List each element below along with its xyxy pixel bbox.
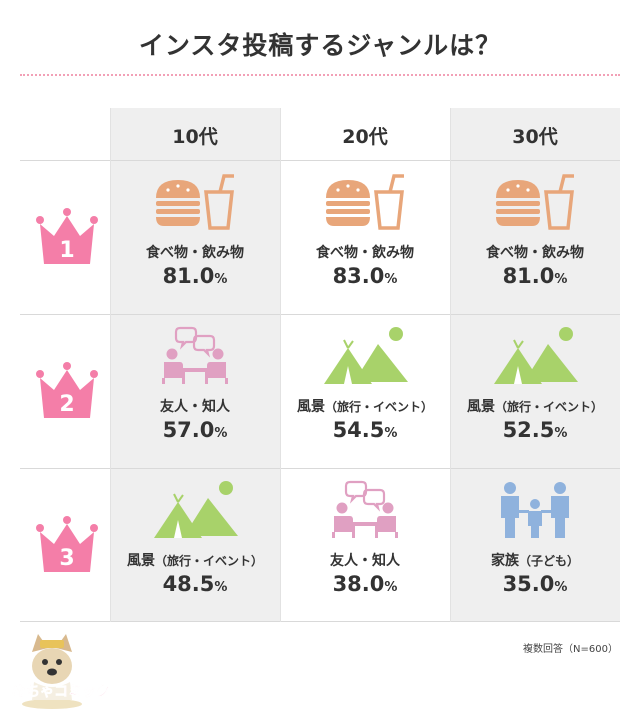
ranking-table: 10代 20代 30代 1 2 3 食べ物・飲み物 81.0% xyxy=(20,108,620,622)
row-divider xyxy=(20,621,620,622)
genre-label: 家族（子ども） xyxy=(490,553,579,569)
genre-label: 風景（旅行・イベント） xyxy=(466,399,603,415)
genre-label: 風景（旅行・イベント） xyxy=(126,553,263,569)
tent-landscape-icon xyxy=(494,327,578,384)
ranking-cell: 食べ物・飲み物 81.0% xyxy=(110,160,280,314)
ranking-cell: 友人・知人 57.0% xyxy=(110,314,280,468)
ranking-cell: 家族（子ども） 35.0% xyxy=(450,468,620,622)
genre-label: 食べ物・飲み物 xyxy=(146,245,244,261)
burger-drink-icon xyxy=(496,174,574,230)
genre-label: 食べ物・飲み物 xyxy=(486,245,584,261)
title-divider xyxy=(20,74,620,76)
tent-landscape-icon xyxy=(324,327,408,384)
percentage-value: 81.0% xyxy=(502,264,568,288)
column-divider xyxy=(110,108,111,622)
genre-label: 友人・知人 xyxy=(160,399,230,415)
column-divider xyxy=(280,108,281,622)
rank-number: 3 xyxy=(59,546,74,571)
column-header-10s: 10代 xyxy=(172,126,218,148)
family-icon xyxy=(501,482,569,538)
percentage-value: 38.0% xyxy=(332,572,398,596)
mechacomic-logo: めちゃコミック xyxy=(12,634,110,709)
rank-number: 2 xyxy=(59,392,74,417)
genre-label: 友人・知人 xyxy=(330,553,400,569)
friends-chat-icon xyxy=(162,326,228,384)
rank-number: 1 xyxy=(59,238,74,263)
column-header-30s: 30代 xyxy=(512,126,558,148)
percentage-value: 35.0% xyxy=(502,572,568,596)
logo-text: めちゃコミック xyxy=(12,684,110,700)
crown-rank-3-icon: 3 xyxy=(36,516,98,572)
ranking-cell: 食べ物・飲み物 81.0% xyxy=(450,160,620,314)
burger-drink-icon xyxy=(156,174,234,230)
crown-rank-1-icon: 1 xyxy=(36,208,98,264)
crown-rank-2-icon: 2 xyxy=(36,362,98,418)
page-title: インスタ投稿するジャンルは？ xyxy=(138,31,502,60)
row-divider xyxy=(20,314,620,315)
percentage-value: 81.0% xyxy=(162,264,228,288)
percentage-value: 83.0% xyxy=(332,264,398,288)
row-divider xyxy=(20,468,620,469)
ranking-cell: 風景（旅行・イベント） 54.5% xyxy=(280,314,450,468)
genre-label: 風景（旅行・イベント） xyxy=(296,399,433,415)
percentage-value: 54.5% xyxy=(332,418,398,442)
genre-label: 食べ物・飲み物 xyxy=(316,245,414,261)
ranking-cell: 風景（旅行・イベント） 48.5% xyxy=(110,468,280,622)
sample-size-note: 複数回答（N=600） xyxy=(523,644,618,655)
percentage-value: 52.5% xyxy=(502,418,568,442)
column-header-20s: 20代 xyxy=(342,126,388,148)
ranking-cell: 食べ物・飲み物 83.0% xyxy=(280,160,450,314)
friends-chat-icon xyxy=(332,480,398,538)
percentage-value: 57.0% xyxy=(162,418,228,442)
column-divider xyxy=(450,108,451,622)
tent-landscape-icon xyxy=(154,481,238,538)
burger-drink-icon xyxy=(326,174,404,230)
row-divider xyxy=(20,160,620,161)
percentage-value: 48.5% xyxy=(162,572,228,596)
ranking-cell: 風景（旅行・イベント） 52.5% xyxy=(450,314,620,468)
ranking-cell: 友人・知人 38.0% xyxy=(280,468,450,622)
